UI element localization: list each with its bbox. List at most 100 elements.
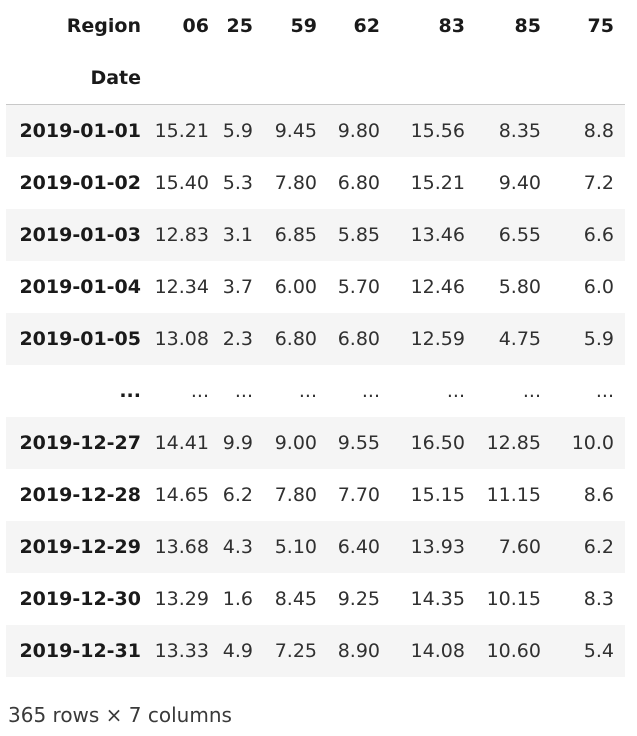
table-row: 2019-12-30 13.29 1.6 8.45 9.25 14.35 10.15 8.3 [6,573,625,625]
table-cell: 13.68 [154,536,209,558]
table-cell: 5.4 [583,640,614,662]
row-index-label: 2019-01-04 [19,276,141,298]
table-cell: 5.70 [337,276,380,298]
index-name: Date [6,52,152,105]
table-row: 2019-01-03 12.83 3.1 6.85 5.85 13.46 6.55 6.6 [6,209,625,261]
table-cell: 15.56 [410,120,465,142]
table-cell: 6.0 [583,276,614,298]
table-row: 2019-12-28 14.65 6.2 7.80 7.70 15.15 11.15 8.6 [6,469,625,521]
table-cell: 3.1 [222,224,253,246]
table-cell: 6.40 [337,536,380,558]
table-cell: 15.21 [410,172,465,194]
column-header: 75 [587,15,614,37]
table-cell: 9.25 [337,588,380,610]
empty-header-cell [328,52,391,105]
table-cell: 11.15 [486,484,541,506]
table-cell: 13.29 [154,588,209,610]
table-cell: 5.9 [222,120,253,142]
table-cell: 14.41 [154,432,209,454]
table-cell: 7.80 [274,484,317,506]
row-index-label: 2019-01-01 [19,120,141,142]
empty-header-cell [152,52,220,105]
table-cell: 6.85 [274,224,317,246]
table-cell: 8.6 [583,484,614,506]
table-cell: 6.80 [337,172,380,194]
row-index-label: 2019-01-03 [19,224,141,246]
table-cell: 6.2 [583,536,614,558]
row-index-label: ... [119,380,141,402]
table-cell: 10.0 [571,432,614,454]
table-row: 2019-12-31 13.33 4.9 7.25 8.90 14.08 10.60 5.4 [6,625,625,677]
table-cell: ... [361,380,380,402]
table-header: Region 06 25 59 62 83 85 75 Date [6,0,625,105]
table-cell: 15.21 [154,120,209,142]
empty-header-cell [391,52,476,105]
header-index-name-row: Date [6,52,625,105]
table-cell: ... [234,380,253,402]
table-cell: 7.80 [274,172,317,194]
empty-header-cell [220,52,264,105]
table-cell: 5.10 [274,536,317,558]
table-row: 2019-12-27 14.41 9.9 9.00 9.55 16.50 12.85 10.0 [6,417,625,469]
table-cell: 9.45 [274,120,317,142]
table-cell: 8.45 [274,588,317,610]
table-row: 2019-12-29 13.68 4.3 5.10 6.40 13.93 7.60 6.2 [6,521,625,573]
table-cell: 7.70 [337,484,380,506]
header-columns-row: Region 06 25 59 62 83 85 75 [6,0,625,52]
table-body: 2019-01-01 15.21 5.9 9.45 9.80 15.56 8.35 8.8 20… [6,104,625,677]
table-row: 2019-01-04 12.34 3.7 6.00 5.70 12.46 5.80 6.0 [6,261,625,313]
table-cell: 16.50 [410,432,465,454]
column-header: 85 [514,15,541,37]
row-index-label: 2019-01-05 [19,328,141,350]
table-cell: 4.3 [222,536,253,558]
column-header: 62 [353,15,380,37]
table-cell: 13.33 [154,640,209,662]
columns-axis-name: Region [66,15,141,37]
table-cell: 12.59 [410,328,465,350]
table-cell: 2.3 [222,328,253,350]
table-cell: 6.80 [337,328,380,350]
row-index-label: 2019-01-02 [19,172,141,194]
table-cell: 13.93 [410,536,465,558]
column-header: 83 [438,15,465,37]
table-cell: 9.00 [274,432,317,454]
row-index-label: 2019-12-30 [19,588,141,610]
dataframe-table: Region 06 25 59 62 83 85 75 Date 2019-01… [6,0,625,677]
table-cell: 5.85 [337,224,380,246]
row-index-label: 2019-12-29 [19,536,141,558]
table-cell: 14.65 [154,484,209,506]
table-cell: ... [298,380,317,402]
table-cell: 9.40 [498,172,541,194]
dataframe-output: Region 06 25 59 62 83 85 75 Date 2019-01… [6,0,625,677]
table-cell: 12.34 [154,276,209,298]
column-header: 25 [226,15,253,37]
table-cell: 13.08 [154,328,209,350]
table-row: 2019-01-01 15.21 5.9 9.45 9.80 15.56 8.35 8.8 [6,104,625,157]
column-header: 06 [182,15,209,37]
row-index-label: 2019-12-28 [19,484,141,506]
column-header: 59 [290,15,317,37]
table-cell: 5.80 [498,276,541,298]
table-cell: ... [190,380,209,402]
table-row: ........................ [6,365,625,417]
row-index-label: 2019-12-27 [19,432,141,454]
table-cell: 14.08 [410,640,465,662]
table-cell: 8.3 [583,588,614,610]
table-cell: 8.8 [583,120,614,142]
table-cell: ... [522,380,541,402]
table-cell: 15.40 [154,172,209,194]
table-cell: 7.25 [274,640,317,662]
table-cell: 8.90 [337,640,380,662]
table-cell: 15.15 [410,484,465,506]
shape-caption: 365 rows × 7 columns [8,703,232,727]
row-index-label: 2019-12-31 [19,640,141,662]
empty-header-cell [476,52,552,105]
table-cell: 5.3 [222,172,253,194]
table-cell: 6.55 [498,224,541,246]
empty-header-cell [264,52,328,105]
table-cell: 3.7 [222,276,253,298]
table-cell: 13.46 [410,224,465,246]
empty-header-cell [552,52,625,105]
table-cell: 12.85 [486,432,541,454]
table-cell: 9.80 [337,120,380,142]
